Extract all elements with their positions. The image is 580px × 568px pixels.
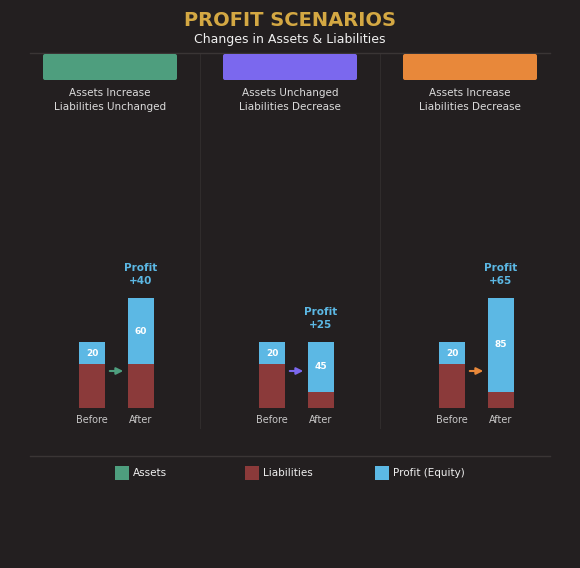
Text: Assets Unchanged
Liabilities Decrease: Assets Unchanged Liabilities Decrease [239, 87, 341, 112]
Text: After: After [490, 415, 513, 425]
Text: 20: 20 [86, 349, 98, 357]
Bar [439, 342, 465, 364]
FancyBboxPatch shape [43, 54, 177, 80]
Bar [488, 298, 514, 391]
Bar [259, 342, 285, 364]
Text: After: After [309, 415, 333, 425]
Text: Profit
+25: Profit +25 [304, 307, 338, 330]
Text: Assets Increase
Liabilities Unchanged: Assets Increase Liabilities Unchanged [54, 87, 166, 112]
Text: Assets Increase
Liabilities Decrease: Assets Increase Liabilities Decrease [419, 87, 521, 112]
Bar [79, 342, 105, 364]
Text: PROFIT SCENARIOS: PROFIT SCENARIOS [184, 10, 396, 30]
Text: 85: 85 [495, 340, 508, 349]
Bar [128, 298, 154, 364]
Text: SCENARIO 3: SCENARIO 3 [430, 61, 510, 73]
FancyBboxPatch shape [403, 54, 537, 80]
Text: Profit (Equity): Profit (Equity) [393, 468, 465, 478]
Bar [259, 364, 285, 408]
Text: 20: 20 [446, 349, 458, 357]
Text: Profit
+40: Profit +40 [124, 263, 158, 286]
Bar [308, 342, 334, 391]
Text: Assets: Assets [133, 468, 167, 478]
Bar [115, 466, 129, 480]
Bar [439, 364, 465, 408]
Text: Changes in Assets & Liabilities: Changes in Assets & Liabilities [194, 34, 386, 47]
Bar [488, 391, 514, 408]
Text: After: After [129, 415, 153, 425]
Text: SCENARIO 2: SCENARIO 2 [250, 61, 330, 73]
FancyBboxPatch shape [223, 54, 357, 80]
Bar [245, 466, 259, 480]
Text: Before: Before [436, 415, 468, 425]
Text: 20: 20 [266, 349, 278, 357]
Text: Before: Before [256, 415, 288, 425]
Bar [128, 364, 154, 408]
Text: Before: Before [76, 415, 108, 425]
Text: Liabilities: Liabilities [263, 468, 313, 478]
Bar [375, 466, 389, 480]
Text: SCENARIO 1: SCENARIO 1 [70, 61, 150, 73]
Text: 45: 45 [315, 362, 327, 371]
Bar [79, 364, 105, 408]
Text: 60: 60 [135, 327, 147, 336]
Bar [308, 391, 334, 408]
Text: Profit
+65: Profit +65 [484, 263, 517, 286]
